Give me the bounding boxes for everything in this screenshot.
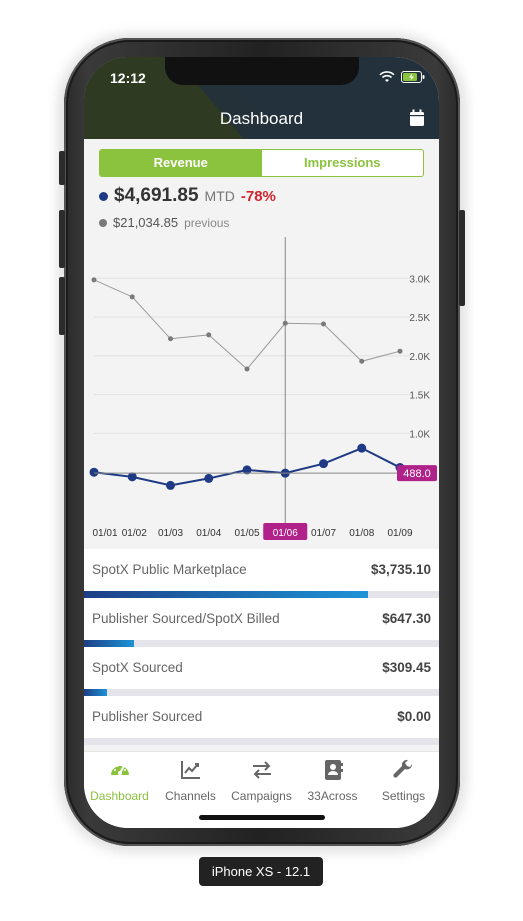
breakdown-row[interactable]: Publisher Sourced $0.00	[84, 696, 439, 738]
mtd-summary: $4,691.85 MTD -78%	[99, 185, 276, 207]
x-tick-label: 01/07	[311, 528, 336, 539]
previous-series-point	[206, 332, 212, 338]
previous-series-dot	[99, 218, 107, 227]
status-icons	[379, 71, 425, 83]
battery-icon	[401, 71, 425, 83]
x-tick-label: 01/09	[387, 528, 412, 539]
mtd-label: MTD	[204, 188, 235, 204]
current-series-point	[357, 443, 367, 453]
x-tick-label: 01/06	[273, 528, 298, 539]
dashboard-content: Revenue Impressions $4,691.85 MTD -78% $…	[84, 139, 439, 751]
breakdown-name: SpotX Public Marketplace	[92, 562, 247, 577]
breakdown-value: $647.30	[382, 611, 431, 626]
x-tick-label: 01/03	[158, 528, 183, 539]
device-notch	[165, 57, 359, 85]
gauge-icon	[110, 765, 129, 775]
highlight-x-badge	[263, 523, 308, 540]
current-series-point	[242, 465, 252, 475]
previous-label: previous	[184, 216, 230, 230]
volume-up-button	[59, 210, 65, 268]
mute-switch	[59, 151, 65, 185]
volume-down-button	[59, 277, 65, 335]
tab-impressions[interactable]: Impressions	[303, 155, 381, 170]
tab-label: Settings	[381, 789, 426, 803]
previous-series-point	[168, 336, 173, 342]
share-bar-track	[84, 689, 439, 696]
value-badge	[397, 465, 437, 482]
y-tick-label: 3.0K	[409, 274, 430, 285]
simulator-device-label: iPhone XS - 12.1	[199, 857, 323, 886]
share-bar-fill	[84, 640, 134, 647]
x-tick-label: 01/04	[196, 528, 221, 539]
y-tick-label: 2.0K	[409, 352, 430, 363]
app-header: 12:12 Dashboard	[84, 57, 439, 139]
share-bar-fill	[84, 689, 108, 696]
wifi-icon	[379, 71, 395, 82]
tab-channels[interactable]: Channels	[155, 758, 226, 803]
tab-revenue[interactable]: Revenue	[100, 150, 262, 176]
home-indicator	[199, 815, 325, 820]
share-bar-track	[84, 738, 439, 745]
value-badge-label: 488.0	[403, 468, 431, 480]
y-tick-label: 1.0K	[409, 429, 430, 440]
previous-series-point	[359, 358, 365, 364]
current-series-point	[319, 459, 328, 469]
swap-arrows-icon	[252, 761, 271, 779]
trend-chart-icon	[180, 761, 200, 779]
breakdown-name: Publisher Sourced	[92, 709, 203, 724]
tab-settings[interactable]: Settings	[368, 758, 439, 803]
revenue-line-chart[interactable]: 1.0K 1.5K 2.0K 2.5K 3.0K 488.0 01/01 01/02 01/03…	[84, 237, 439, 549]
current-series-point	[166, 480, 175, 490]
tab-label: Campaigns	[231, 789, 292, 803]
breakdown-row[interactable]: SpotX Sourced $309.45	[84, 647, 439, 689]
previous-summary: $21,034.85 previous	[99, 215, 229, 230]
change-percent: -78%	[240, 188, 276, 205]
breakdown-row[interactable]: Publisher Sourced/SpotX Billed $647.30	[84, 598, 439, 640]
share-bar-track	[84, 640, 439, 647]
tab-33across[interactable]: 33Across	[297, 758, 368, 803]
app-screen: 12:12 Dashboard Revenue Impressio	[84, 57, 439, 828]
previous-series-point	[282, 320, 288, 326]
breakdown-name: Publisher Sourced/SpotX Billed	[92, 611, 280, 626]
tab-label: 33Across	[307, 789, 358, 803]
share-bar-track	[84, 591, 439, 598]
breakdown-value: $309.45	[382, 660, 431, 675]
power-button	[459, 210, 465, 306]
wrench-icon	[392, 759, 412, 778]
previous-series-point	[244, 366, 250, 372]
tab-dashboard[interactable]: Dashboard	[84, 758, 155, 803]
y-tick-label: 1.5K	[409, 391, 430, 402]
tab-campaigns[interactable]: Campaigns	[226, 758, 297, 803]
mtd-amount: $4,691.85	[114, 185, 199, 206]
breakdown-row[interactable]: SpotX Public Marketplace $3,735.10	[84, 549, 439, 591]
status-time: 12:12	[110, 70, 146, 86]
tab-label: Dashboard	[90, 789, 149, 803]
current-series-point	[127, 472, 137, 482]
x-tick-label: 01/02	[122, 528, 147, 539]
breakdown-name: SpotX Sourced	[92, 660, 183, 675]
calendar-icon[interactable]	[409, 109, 425, 127]
y-tick-label: 2.5K	[409, 313, 430, 324]
revenue-breakdown-list: SpotX Public Marketplace $3,735.10 Publish…	[84, 549, 439, 745]
tab-label: Channels	[165, 789, 216, 803]
metric-toggle: Revenue Impressions	[99, 149, 424, 177]
previous-series-point	[321, 321, 326, 327]
previous-series-point	[91, 277, 97, 283]
breakdown-value: $0.00	[397, 709, 431, 724]
previous-series-point	[397, 348, 403, 354]
x-tick-label: 01/01	[92, 528, 117, 539]
breakdown-value: $3,735.10	[370, 562, 431, 577]
previous-series-point	[129, 294, 135, 300]
x-tick-label: 01/08	[349, 528, 374, 539]
contact-book-icon	[324, 760, 343, 780]
page-title: Dashboard	[219, 109, 304, 128]
previous-amount: $21,034.85	[113, 215, 179, 230]
x-tick-label: 01/05	[234, 528, 259, 539]
current-series-dot	[99, 191, 108, 201]
share-bar-fill	[84, 591, 368, 598]
current-series-point	[204, 473, 214, 483]
current-series-point	[89, 467, 99, 477]
